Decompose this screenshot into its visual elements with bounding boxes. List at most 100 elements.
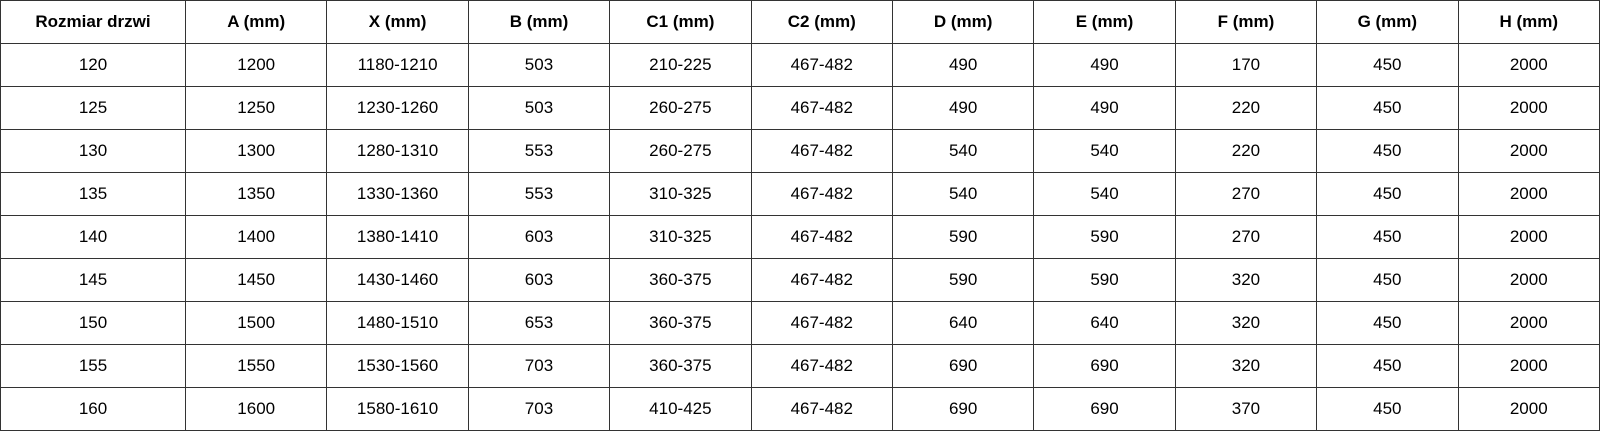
table-cell: 450: [1316, 258, 1459, 302]
table-cell: 450: [1316, 215, 1459, 259]
table-cell: 1500: [184, 301, 328, 345]
table-cell: 1250: [184, 86, 328, 130]
table-cell: 467-482: [750, 215, 893, 259]
table-row: 125 1250 1230-1260 503 260-275 467-482 490 490 2…: [0, 86, 1600, 130]
table-cell: 640: [891, 301, 1035, 345]
table-cell: 135: [0, 172, 186, 216]
table-cell: 640: [1033, 301, 1176, 345]
table-cell: 540: [1033, 129, 1176, 173]
table-cell: 125: [0, 86, 186, 130]
table-cell: 1200: [184, 43, 328, 87]
table-row: 155 1550 1530-1560 703 360-375 467-482 690 690 3…: [0, 344, 1600, 388]
table-cell: 490: [1033, 86, 1176, 130]
table-cell: 603: [467, 215, 611, 259]
table-cell: 490: [891, 43, 1035, 87]
table-cell: 270: [1174, 172, 1318, 216]
table-cell: 270: [1174, 215, 1318, 259]
table-cell: 1600: [184, 387, 328, 431]
table-row: 130 1300 1280-1310 553 260-275 467-482 540 540 2…: [0, 129, 1600, 173]
table-cell: 467-482: [750, 344, 893, 388]
table-cell: 540: [1033, 172, 1176, 216]
table-cell: 503: [467, 86, 611, 130]
table-cell: 1180-1210: [326, 43, 469, 87]
table-cell: 120: [0, 43, 186, 87]
table-cell: 1350: [184, 172, 328, 216]
table-cell: 450: [1316, 172, 1459, 216]
table-cell: 690: [891, 387, 1035, 431]
table-cell: 690: [891, 344, 1035, 388]
table-cell: 320: [1174, 258, 1318, 302]
table-cell: 220: [1174, 86, 1318, 130]
table-cell: 590: [1033, 215, 1176, 259]
column-header: C2 (mm): [750, 0, 893, 44]
table-cell: 310-325: [609, 172, 752, 216]
table-cell: 450: [1316, 129, 1459, 173]
table-cell: 590: [1033, 258, 1176, 302]
table-cell: 1230-1260: [326, 86, 469, 130]
table-cell: 653: [467, 301, 611, 345]
table-cell: 155: [0, 344, 186, 388]
table-cell: 310-325: [609, 215, 752, 259]
table-cell: 690: [1033, 387, 1176, 431]
column-header: C1 (mm): [609, 0, 752, 44]
table-cell: 320: [1174, 301, 1318, 345]
table-cell: 320: [1174, 344, 1318, 388]
table-cell: 590: [891, 258, 1035, 302]
table-cell: 553: [467, 129, 611, 173]
table-cell: 703: [467, 387, 611, 431]
table-cell: 467-482: [750, 129, 893, 173]
table-row: 150 1500 1480-1510 653 360-375 467-482 640 640 3…: [0, 301, 1600, 345]
table-cell: 553: [467, 172, 611, 216]
table-cell: 370: [1174, 387, 1318, 431]
table-cell: 260-275: [609, 86, 752, 130]
table-cell: 467-482: [750, 258, 893, 302]
table-cell: 467-482: [750, 301, 893, 345]
table-cell: 170: [1174, 43, 1318, 87]
table-row: 145 1450 1430-1460 603 360-375 467-482 590 590 3…: [0, 258, 1600, 302]
table-cell: 590: [891, 215, 1035, 259]
table-cell: 410-425: [609, 387, 752, 431]
table-cell: 1330-1360: [326, 172, 469, 216]
table-cell: 2000: [1457, 344, 1600, 388]
column-header: A (mm): [184, 0, 328, 44]
table-cell: 2000: [1457, 172, 1600, 216]
table-cell: 467-482: [750, 387, 893, 431]
table-cell: 490: [891, 86, 1035, 130]
table-cell: 690: [1033, 344, 1176, 388]
table-cell: 145: [0, 258, 186, 302]
table-cell: 603: [467, 258, 611, 302]
table-cell: 260-275: [609, 129, 752, 173]
table-cell: 450: [1316, 387, 1459, 431]
table-cell: 220: [1174, 129, 1318, 173]
table-cell: 467-482: [750, 86, 893, 130]
table-cell: 2000: [1457, 258, 1600, 302]
table-cell: 360-375: [609, 258, 752, 302]
column-header: E (mm): [1033, 0, 1176, 44]
column-header: B (mm): [467, 0, 611, 44]
table-cell: 2000: [1457, 129, 1600, 173]
table-cell: 360-375: [609, 301, 752, 345]
table-cell: 2000: [1457, 301, 1600, 345]
table-cell: 150: [0, 301, 186, 345]
column-header: H (mm): [1457, 0, 1600, 44]
table-cell: 540: [891, 129, 1035, 173]
table-cell: 130: [0, 129, 186, 173]
table-cell: 1550: [184, 344, 328, 388]
column-header: F (mm): [1174, 0, 1318, 44]
table-cell: 467-482: [750, 172, 893, 216]
table-cell: 450: [1316, 344, 1459, 388]
table-cell: 503: [467, 43, 611, 87]
table-cell: 1580-1610: [326, 387, 469, 431]
column-header: D (mm): [891, 0, 1035, 44]
table-row: 135 1350 1330-1360 553 310-325 467-482 540 540 2…: [0, 172, 1600, 216]
table-cell: 490: [1033, 43, 1176, 87]
table-cell: 1300: [184, 129, 328, 173]
table-row: 120 1200 1180-1210 503 210-225 467-482 490 490 1…: [0, 43, 1600, 87]
table-cell: 360-375: [609, 344, 752, 388]
table-row: 140 1400 1380-1410 603 310-325 467-482 590 590 2…: [0, 215, 1600, 259]
table-cell: 1480-1510: [326, 301, 469, 345]
table-cell: 450: [1316, 301, 1459, 345]
header-row: Rozmiar drzwi A (mm) X (mm) B (mm) C1 (mm) C2…: [0, 0, 1600, 44]
table-cell: 2000: [1457, 43, 1600, 87]
table-cell: 160: [0, 387, 186, 431]
